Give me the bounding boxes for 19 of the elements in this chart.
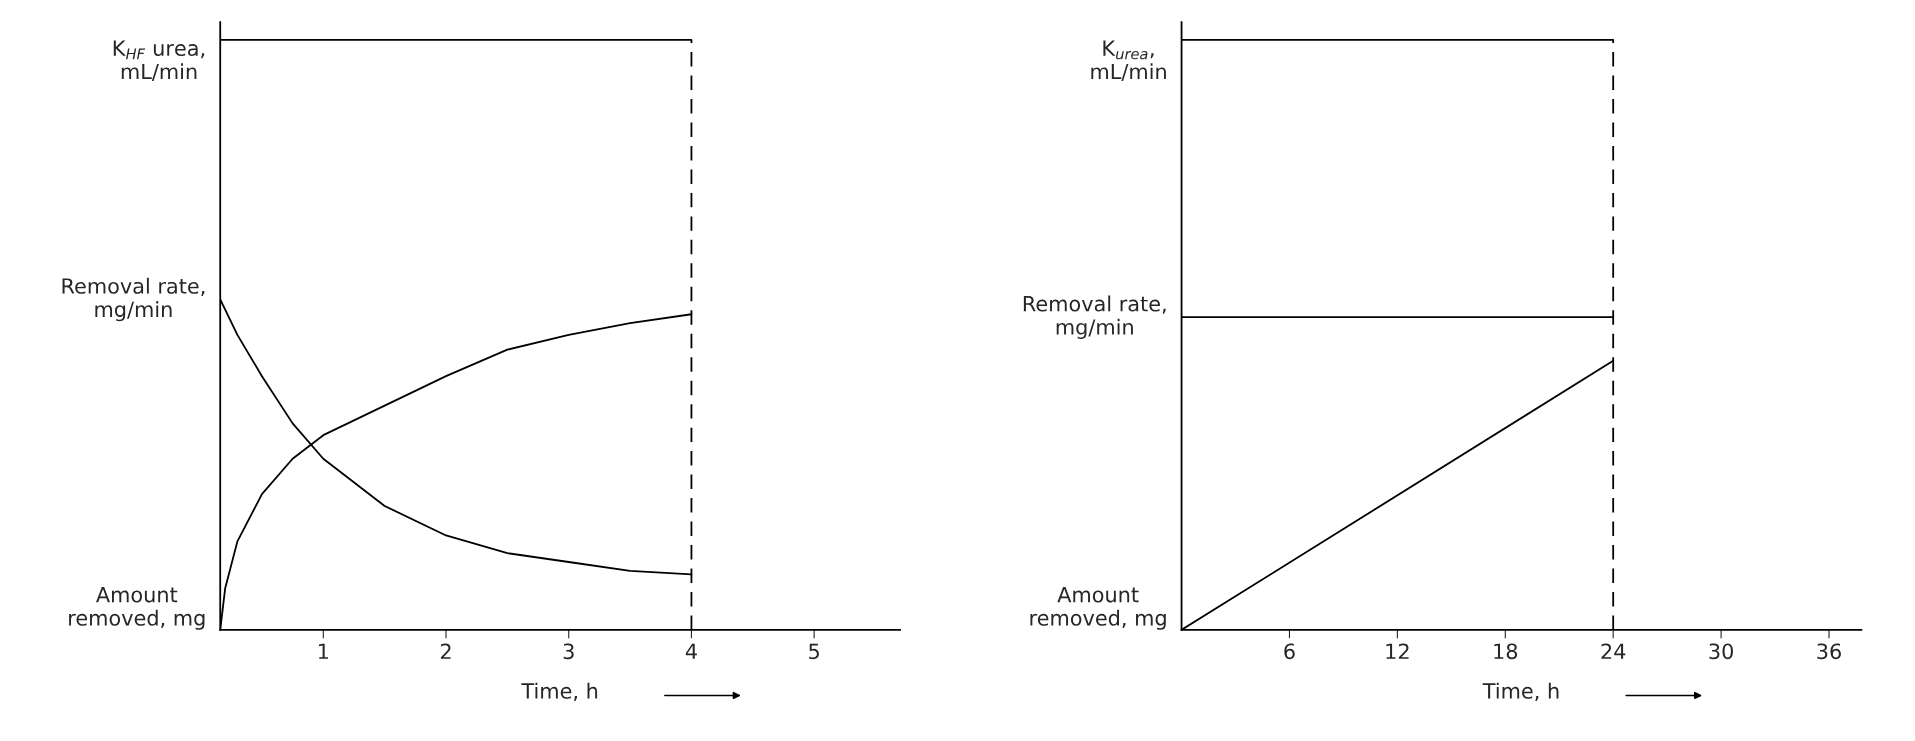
text: Amount removed, mg: [69, 587, 205, 630]
x-tick-label: 6: [1284, 643, 1295, 660]
x-axis-title: Time, h: [521, 682, 598, 701]
text: K$_{HF}$ urea, mL/min: [113, 40, 205, 82]
x-tick-label: 12: [1386, 643, 1409, 659]
x-tick-label: 5: [809, 643, 819, 660]
text: Removal rate, mg/min: [62, 277, 205, 322]
text: Amount removed, mg: [1030, 587, 1166, 630]
text: Removal rate, mg/min: [1023, 295, 1166, 339]
x-tick-label: 36: [1817, 643, 1841, 660]
x-tick-label: 24: [1601, 643, 1626, 659]
x-tick-label: 30: [1709, 643, 1733, 660]
x-tick-label: 18: [1494, 643, 1518, 660]
x-tick-label: 1: [318, 643, 329, 659]
text: K$_{urea}$, mL/min: [1091, 40, 1166, 82]
x-tick-label: 2: [440, 643, 451, 659]
x-axis-title: Time, h: [1482, 682, 1559, 701]
x-tick-label: 4: [685, 643, 697, 659]
x-tick-label: 3: [563, 643, 574, 660]
